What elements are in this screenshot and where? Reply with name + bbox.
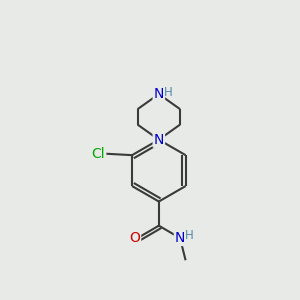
Text: N: N	[154, 133, 164, 147]
Text: Cl: Cl	[92, 147, 105, 161]
Text: N: N	[154, 87, 164, 101]
Text: H: H	[185, 229, 194, 242]
Text: N: N	[175, 231, 185, 245]
Text: H: H	[164, 86, 172, 99]
Text: O: O	[129, 231, 140, 245]
